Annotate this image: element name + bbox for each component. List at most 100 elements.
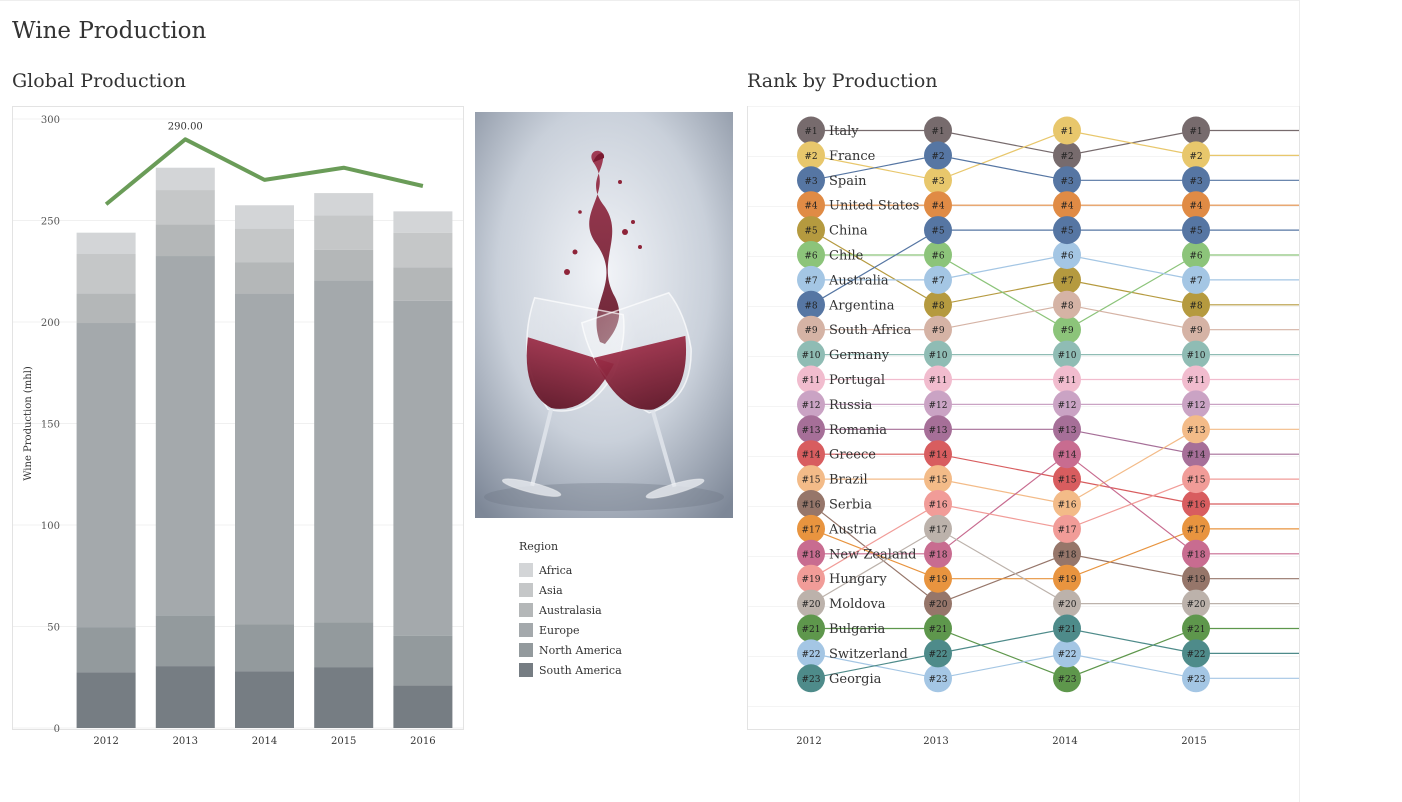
rank-marker[interactable] [797, 639, 825, 668]
rank-line-bulgaria[interactable] [811, 627, 1197, 679]
rank-marker[interactable] [797, 465, 825, 494]
rank-marker[interactable] [1182, 415, 1210, 444]
bar-segment-africa[interactable] [155, 167, 215, 191]
rank-marker[interactable] [1053, 614, 1081, 643]
rank-marker[interactable] [1053, 141, 1081, 170]
bar-segment-australasia[interactable] [235, 262, 294, 294]
rank-marker[interactable] [1053, 315, 1081, 344]
bar-segment-north-america[interactable] [76, 627, 136, 673]
rank-line-argentina[interactable] [810, 229, 1196, 306]
rank-marker[interactable] [924, 440, 952, 469]
rank-marker[interactable] [1182, 290, 1210, 319]
rank-marker[interactable] [1053, 191, 1081, 220]
rank-marker[interactable] [1182, 614, 1210, 643]
bar-segment-north-america[interactable] [393, 635, 453, 686]
rank-line-south-africa[interactable] [811, 304, 1197, 331]
rank-marker[interactable] [1182, 539, 1210, 568]
rank-line-chile[interactable] [811, 254, 1197, 331]
rank-marker[interactable] [1182, 191, 1210, 220]
rank-marker[interactable] [924, 141, 952, 170]
rank-marker[interactable] [1053, 539, 1081, 568]
rank-marker[interactable] [1053, 514, 1081, 543]
rank-marker[interactable] [797, 241, 825, 269]
rank-marker[interactable] [1182, 116, 1210, 145]
total-production-line[interactable] [104, 137, 424, 206]
rank-marker[interactable] [797, 340, 825, 369]
bar-segment-australasia[interactable] [314, 249, 374, 281]
rank-line-australia[interactable] [811, 254, 1197, 281]
rank-marker[interactable] [924, 514, 952, 543]
rank-line-georgia[interactable] [810, 627, 1197, 679]
rank-marker[interactable] [1182, 564, 1210, 593]
rank-line-brazil[interactable] [811, 428, 1197, 505]
rank-marker[interactable] [924, 465, 952, 494]
rank-marker[interactable] [797, 265, 825, 294]
bar-segment-europe[interactable] [314, 280, 374, 623]
rank-marker[interactable] [1182, 390, 1210, 419]
rank-marker[interactable] [797, 589, 825, 618]
bar-segment-australasia[interactable] [393, 267, 453, 301]
rank-marker[interactable] [797, 390, 825, 419]
rank-marker[interactable] [1053, 166, 1081, 195]
rank-marker[interactable] [1182, 340, 1210, 369]
rank-marker[interactable] [1182, 465, 1210, 494]
rank-marker[interactable] [924, 315, 952, 344]
rank-marker[interactable] [924, 390, 952, 419]
rank-marker[interactable] [924, 365, 952, 394]
rank-marker[interactable] [1182, 589, 1210, 618]
rank-marker[interactable] [924, 639, 952, 668]
bar-segment-africa[interactable] [76, 232, 136, 254]
bar-segment-australasia[interactable] [76, 293, 136, 324]
bar-segment-africa[interactable] [314, 193, 374, 216]
rank-marker[interactable] [924, 564, 952, 593]
rank-marker[interactable] [924, 216, 952, 245]
bar-segment-south-america[interactable] [314, 667, 374, 728]
rank-marker[interactable] [1053, 265, 1081, 294]
rank-marker[interactable] [1182, 315, 1210, 344]
rank-marker[interactable] [1053, 116, 1081, 145]
rank-marker[interactable] [1053, 241, 1081, 269]
rank-line-romania[interactable] [811, 428, 1197, 455]
bar-segment-europe[interactable] [155, 256, 215, 616]
rank-marker[interactable] [797, 440, 825, 469]
bar-segment-australasia[interactable] [155, 224, 215, 257]
rank-marker[interactable] [924, 589, 952, 618]
rank-marker[interactable] [1182, 365, 1210, 394]
rank-line-greece[interactable] [811, 453, 1197, 505]
rank-marker[interactable] [797, 614, 825, 643]
rank-marker[interactable] [1053, 490, 1081, 518]
bar-segment-south-america[interactable] [393, 685, 453, 728]
bar-segment-north-america[interactable] [235, 624, 294, 672]
rank-marker[interactable] [797, 539, 825, 568]
rank-marker[interactable] [1053, 639, 1081, 668]
rank-marker[interactable] [797, 564, 825, 593]
rank-marker[interactable] [1182, 639, 1210, 668]
bar-segment-europe[interactable] [393, 300, 453, 636]
rank-marker[interactable] [797, 490, 825, 518]
rank-marker[interactable] [797, 290, 825, 319]
bar-segment-africa[interactable] [393, 211, 453, 233]
rank-line-spain[interactable] [810, 154, 1196, 181]
rank-marker[interactable] [1182, 265, 1210, 294]
rank-marker[interactable] [1182, 514, 1210, 543]
bar-segment-africa[interactable] [235, 205, 294, 229]
rank-marker[interactable] [924, 290, 952, 319]
rank-marker[interactable] [797, 415, 825, 444]
rank-marker[interactable] [924, 340, 952, 369]
rank-line-moldova[interactable] [810, 528, 1196, 605]
rank-marker[interactable] [797, 216, 825, 245]
rank-marker[interactable] [924, 664, 952, 693]
rank-marker[interactable] [797, 315, 825, 344]
bar-segment-north-america[interactable] [314, 622, 374, 668]
rank-marker[interactable] [924, 490, 952, 518]
rank-marker[interactable] [924, 166, 952, 195]
bar-segment-asia[interactable] [235, 228, 294, 263]
rank-marker[interactable] [1182, 490, 1210, 518]
bar-segment-europe[interactable] [76, 323, 136, 628]
bar-segment-europe[interactable] [235, 293, 294, 625]
rank-marker[interactable] [797, 116, 825, 145]
rank-marker[interactable] [1053, 290, 1081, 319]
rank-marker[interactable] [797, 514, 825, 543]
bar-segment-asia[interactable] [314, 215, 374, 250]
rank-marker[interactable] [924, 614, 952, 643]
